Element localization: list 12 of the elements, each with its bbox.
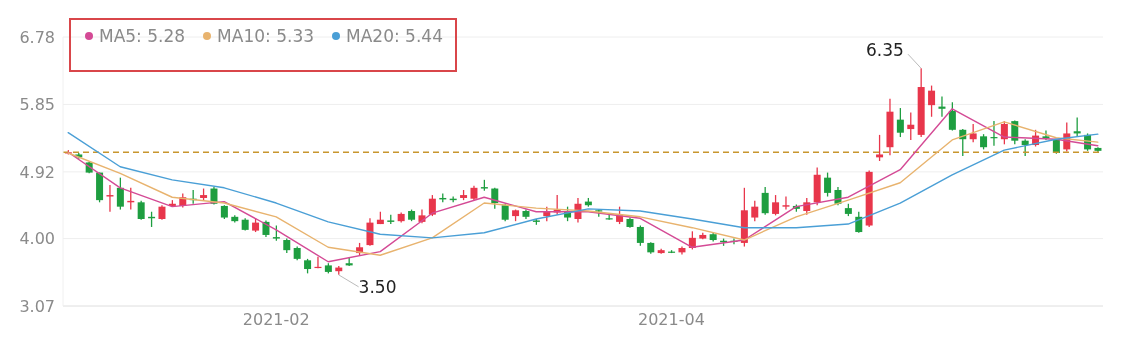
legend-label: MA5: 5.28: [99, 26, 186, 46]
annotation: 6.35: [866, 40, 904, 61]
y-tick-label: 4.00: [19, 229, 55, 249]
x-tick-label: 2021-04: [637, 310, 705, 330]
y-tick-label: 5.85: [19, 95, 55, 115]
annotation: 3.50: [358, 276, 397, 297]
x-tick-label: 2021-02: [242, 310, 310, 330]
y-tick-label: 4.92: [19, 162, 55, 182]
y-tick-label: 3.07: [19, 296, 55, 316]
legend-label: MA10: 5.33: [217, 26, 315, 46]
legend-label: MA20: 5.44: [346, 26, 443, 46]
y-tick-label: 6.78: [19, 27, 55, 47]
